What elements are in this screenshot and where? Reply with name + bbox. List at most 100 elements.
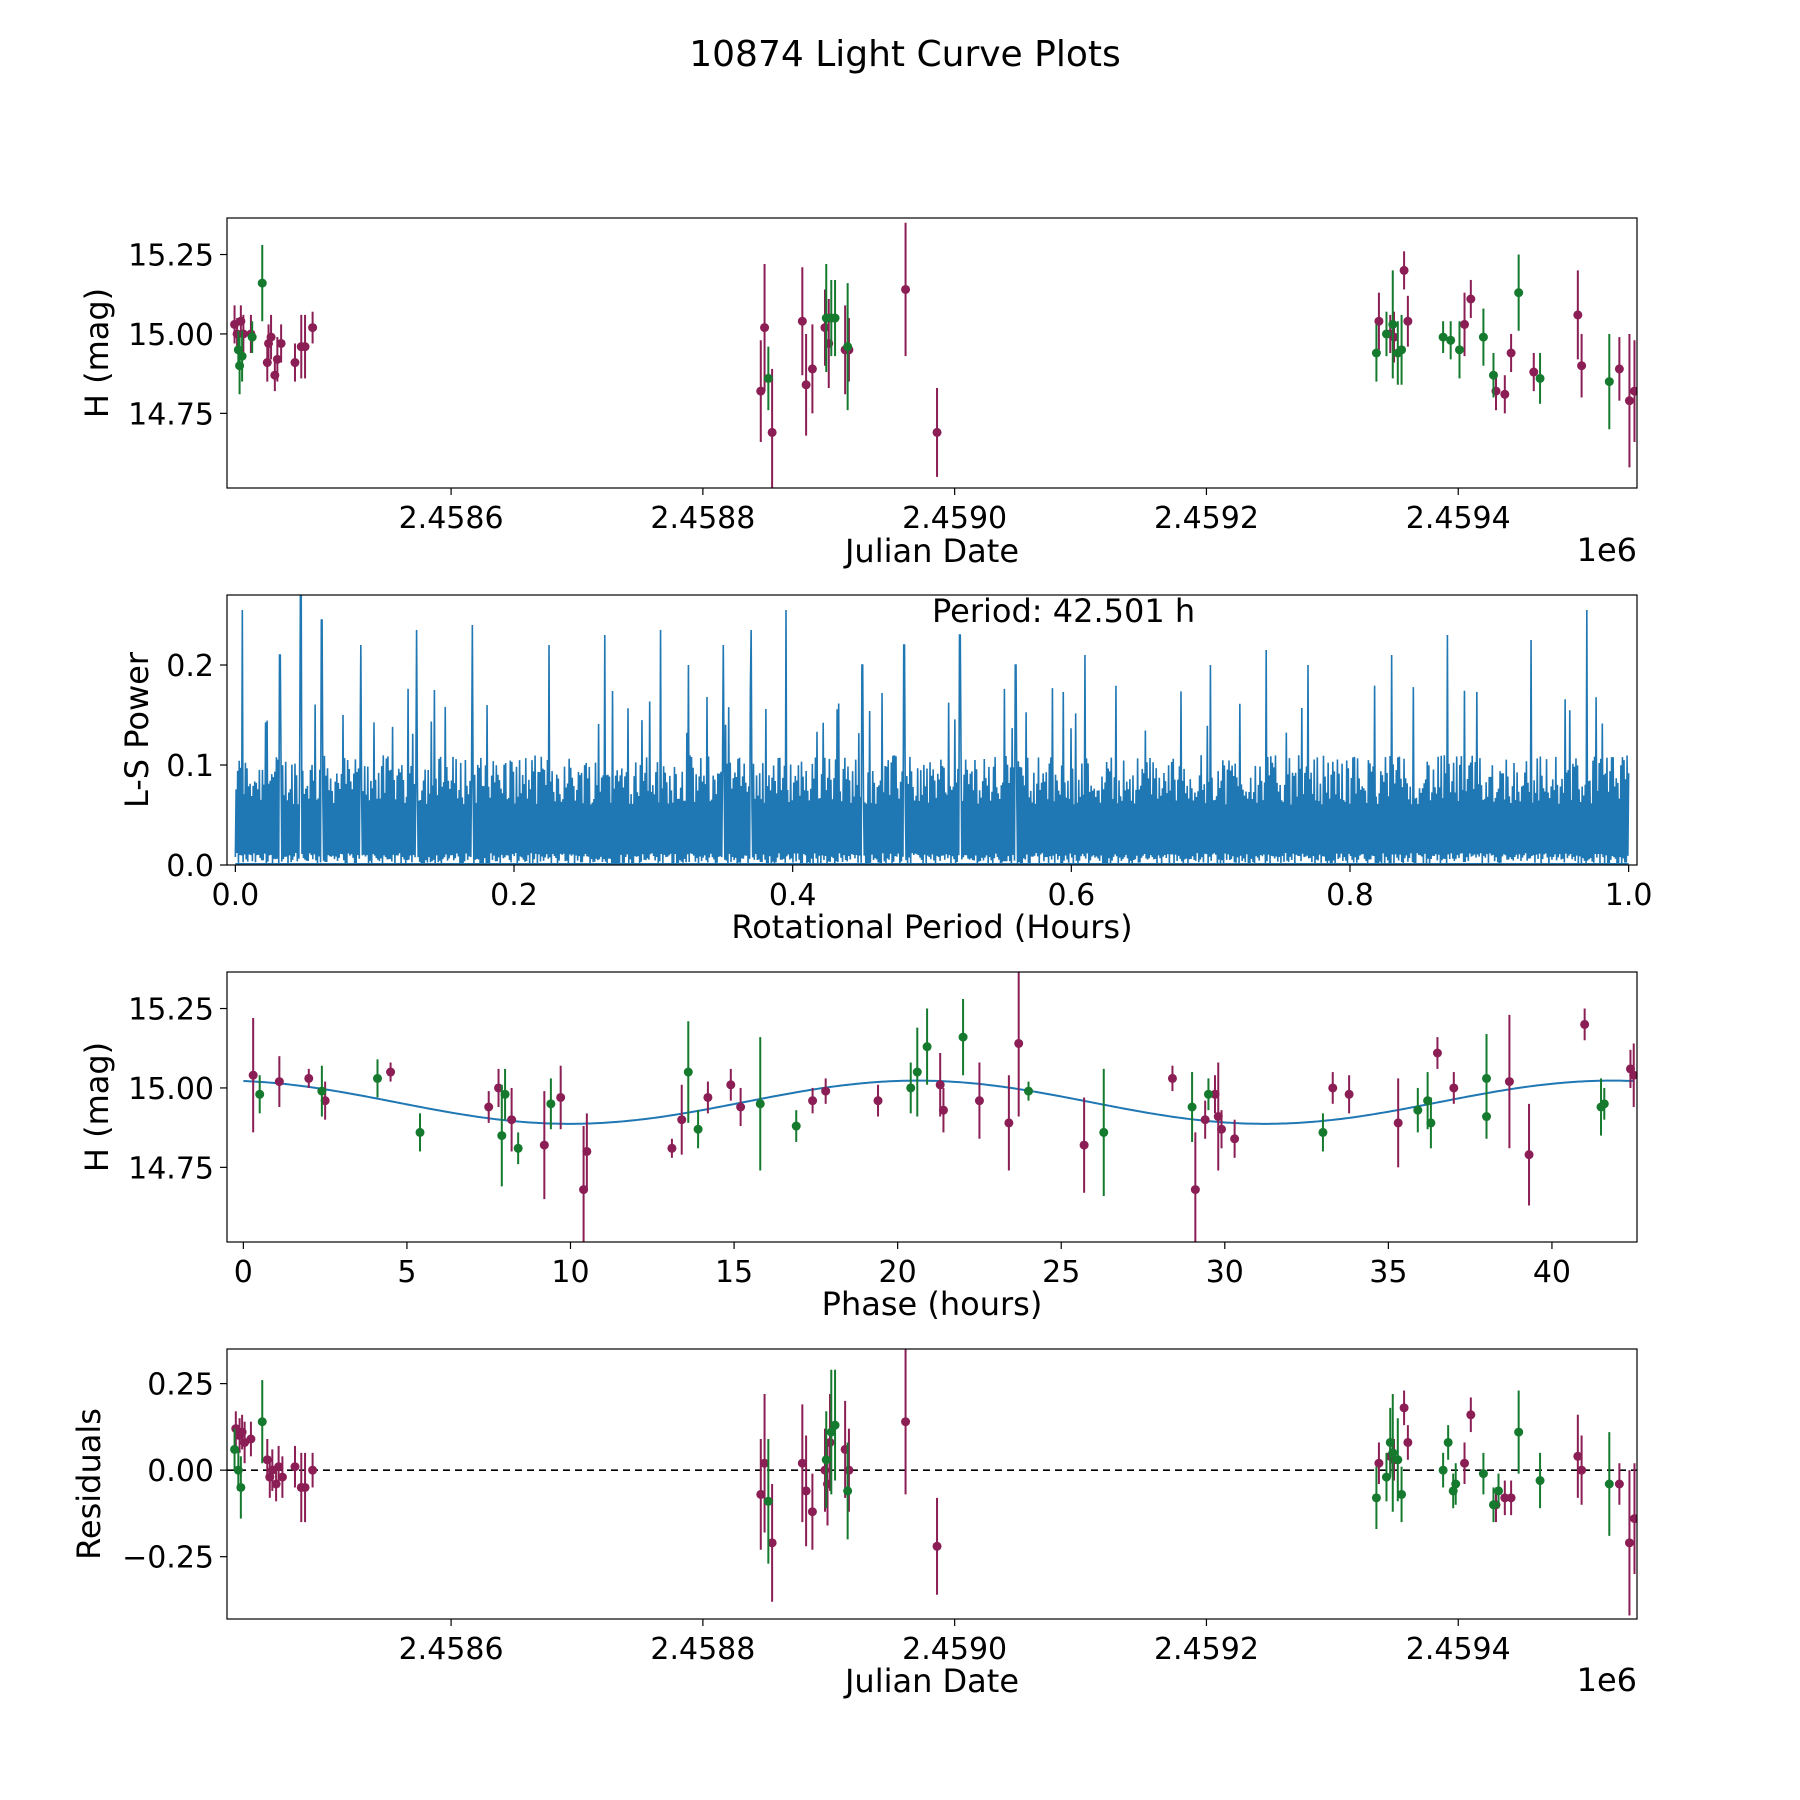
data-point [1604, 1479, 1614, 1489]
x-tick-label: 35 [1369, 1255, 1407, 1290]
data-point [938, 1105, 948, 1115]
data-point [1599, 1099, 1609, 1109]
phased-frame [226, 971, 1638, 1243]
data-point [1426, 1118, 1436, 1128]
data-point [935, 1080, 945, 1090]
x-tick-label: 2.4590 [902, 501, 1007, 536]
data-point [736, 1102, 746, 1112]
data-point [932, 1541, 942, 1551]
data-point [808, 1096, 818, 1106]
x-tick-label: 0.4 [769, 878, 817, 913]
data-point [372, 1073, 382, 1083]
data-point [1328, 1083, 1338, 1093]
data-point [386, 1067, 396, 1077]
data-point [906, 1083, 916, 1093]
x-tick-label: 2.4594 [1406, 501, 1511, 536]
data-point [958, 1032, 968, 1042]
data-point [1344, 1089, 1354, 1099]
phased-plot-area [243, 972, 1637, 1242]
data-point [1524, 1150, 1534, 1160]
periodogram-frame [226, 594, 1638, 866]
data-point [274, 1077, 284, 1087]
data-point [248, 1070, 258, 1080]
data-point [767, 427, 777, 437]
data-point [1381, 1472, 1391, 1482]
data-point [821, 1086, 831, 1096]
data-point [1371, 1493, 1381, 1503]
data-point [546, 1099, 556, 1109]
data-point [826, 1427, 836, 1437]
data-point [760, 323, 770, 333]
data-point [760, 1458, 770, 1468]
figure-title: 10874 Light Curve Plots [689, 34, 1121, 75]
y-tick-label: 14.75 [128, 397, 214, 432]
data-point [1230, 1134, 1240, 1144]
data-point [797, 316, 807, 326]
data-point [1460, 319, 1470, 329]
data-point [494, 1083, 504, 1093]
data-point [807, 1507, 817, 1517]
data-point [272, 354, 282, 364]
data-point [1187, 1102, 1197, 1112]
data-point [1577, 1465, 1587, 1475]
data-point [1494, 1486, 1504, 1496]
data-point [539, 1140, 549, 1150]
lightcurve-y-ticks: 14.75 15.00 15.25 [128, 239, 227, 432]
lightcurve-xlabel: Julian Date [843, 532, 1019, 570]
data-point [237, 351, 247, 361]
y-tick-label: 0.25 [147, 1368, 214, 1403]
data-point [1397, 1489, 1407, 1499]
data-point [266, 332, 276, 342]
periodogram-y-ticks: 0.0 0.1 0.2 [166, 649, 227, 884]
data-point [1432, 1048, 1442, 1058]
data-point [556, 1092, 566, 1102]
data-point [1397, 345, 1407, 355]
data-point [257, 1417, 267, 1427]
data-point [901, 284, 911, 294]
data-point [791, 1121, 801, 1131]
data-point [1423, 1096, 1433, 1106]
data-point [497, 1131, 507, 1141]
data-point [1079, 1140, 1089, 1150]
data-point [1514, 288, 1524, 298]
x-tick-label: 0.8 [1326, 878, 1374, 913]
data-point [1500, 389, 1510, 399]
x-tick-label: 2.4586 [399, 501, 504, 536]
data-point [767, 1538, 777, 1548]
periodogram-x-ticks: 0.0 0.2 0.4 0.6 0.8 1.0 [212, 865, 1652, 913]
data-point [277, 1472, 287, 1482]
data-point [1200, 1115, 1210, 1125]
data-point [1624, 1538, 1634, 1548]
x-tick-label: 0.2 [490, 878, 538, 913]
data-point [230, 1444, 240, 1454]
data-point [1460, 1458, 1470, 1468]
data-point [922, 1042, 932, 1052]
x-tick-label: 40 [1533, 1255, 1571, 1290]
data-point [677, 1115, 687, 1125]
data-point [500, 1089, 510, 1099]
x-tick-label: 2.4594 [1406, 1632, 1511, 1667]
data-point [1629, 1514, 1637, 1524]
data-point [1318, 1127, 1328, 1137]
data-point [1451, 1479, 1461, 1489]
data-point [1449, 1083, 1459, 1093]
data-point [246, 1434, 256, 1444]
y-tick-label: 15.00 [128, 318, 214, 353]
data-point [1024, 1086, 1034, 1096]
data-point [1482, 1073, 1492, 1083]
data-point [756, 386, 766, 396]
data-point [1580, 1019, 1590, 1029]
data-point [1506, 1493, 1516, 1503]
data-point [513, 1143, 523, 1153]
data-point [1488, 370, 1498, 380]
data-point [1403, 316, 1413, 326]
data-point [1374, 1458, 1384, 1468]
periodogram-panel: 0.0 0.2 0.4 0.6 0.8 1.0 0.0 0.1 0.2 Period: 42.… [118, 592, 1652, 946]
data-point [579, 1185, 589, 1195]
data-point [763, 1496, 773, 1506]
data-point [1573, 1451, 1583, 1461]
data-point [1388, 319, 1398, 329]
y-tick-label: 15.00 [128, 1072, 214, 1107]
x-tick-label: 2.4592 [1154, 501, 1259, 536]
data-point [304, 1073, 314, 1083]
